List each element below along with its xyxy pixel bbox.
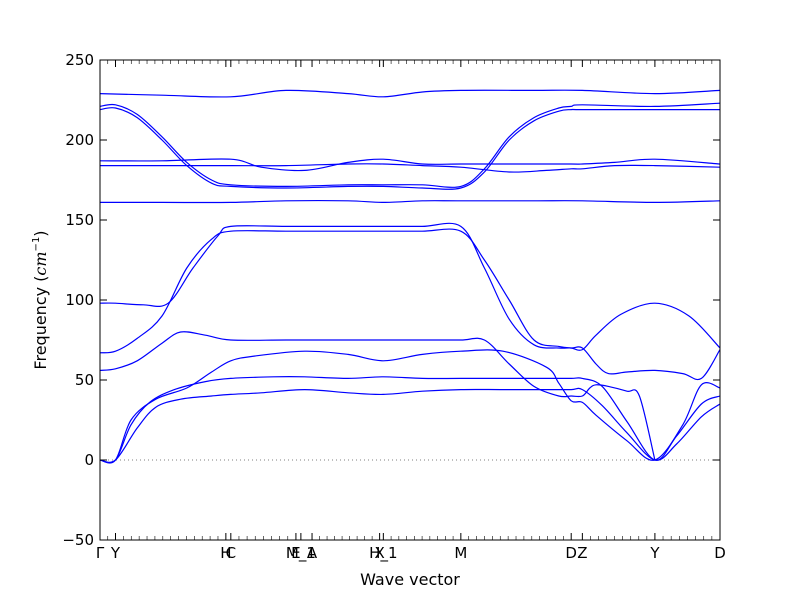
x-tick-label: H_1 [369,544,397,563]
y-tick-label: −50 [62,531,94,549]
y-axis-label-suffix: ) [31,230,50,236]
x-tick-label: Γ [96,544,105,562]
plot-frame [99,59,721,541]
x-tick-label: Z [577,544,587,562]
y-tick-label: 150 [65,211,94,229]
x-tick-label: D [714,544,726,562]
band-line-4 [99,331,656,461]
y-tick-label: 0 [84,451,94,469]
x-tick-label: E [291,544,300,562]
y-tick-label: 250 [65,51,94,69]
x-tick-label: Y [110,544,121,562]
y-axis-label-prefix: Frequency ( [31,276,50,370]
band-line-12 [99,89,721,98]
band-line-11 [99,158,721,172]
band-line-10 [100,163,721,173]
y-axis-label-exp: −1 [31,237,42,252]
x-tick-label: A [307,544,318,562]
x-axis-ticks: Γ Y HC EM_1A XH_1 M D Z Y D [96,60,726,563]
y-axis-label-unit: cm [31,251,50,275]
x-tick-label: M_1 [286,544,316,563]
x-tick-label: C [226,544,236,562]
band-line-3 [99,349,721,464]
y-tick-label: 100 [65,291,94,309]
y-axis-label: Frequency (cm−1) [31,230,50,369]
band-line-5 [99,228,721,381]
x-axis-label: Wave vector [360,570,460,589]
x-tick-label: X [374,544,384,562]
band-line-8 [99,107,720,190]
band-line-9 [99,102,721,188]
x-tick-label: D [565,544,577,562]
band-line-6 [99,222,721,351]
plot-area [99,59,721,541]
band-line-2 [99,375,721,464]
y-tick-label: 200 [65,131,94,149]
y-tick-label: 50 [75,371,94,389]
band-line-7 [99,199,721,204]
y-axis-ticks: −50 0 50 100 150 200 250 [62,51,720,549]
x-tick-label: H [220,544,231,562]
band-line-1 [99,387,721,463]
x-tick-label: Y [649,544,660,562]
x-tick-label: M [454,544,467,562]
